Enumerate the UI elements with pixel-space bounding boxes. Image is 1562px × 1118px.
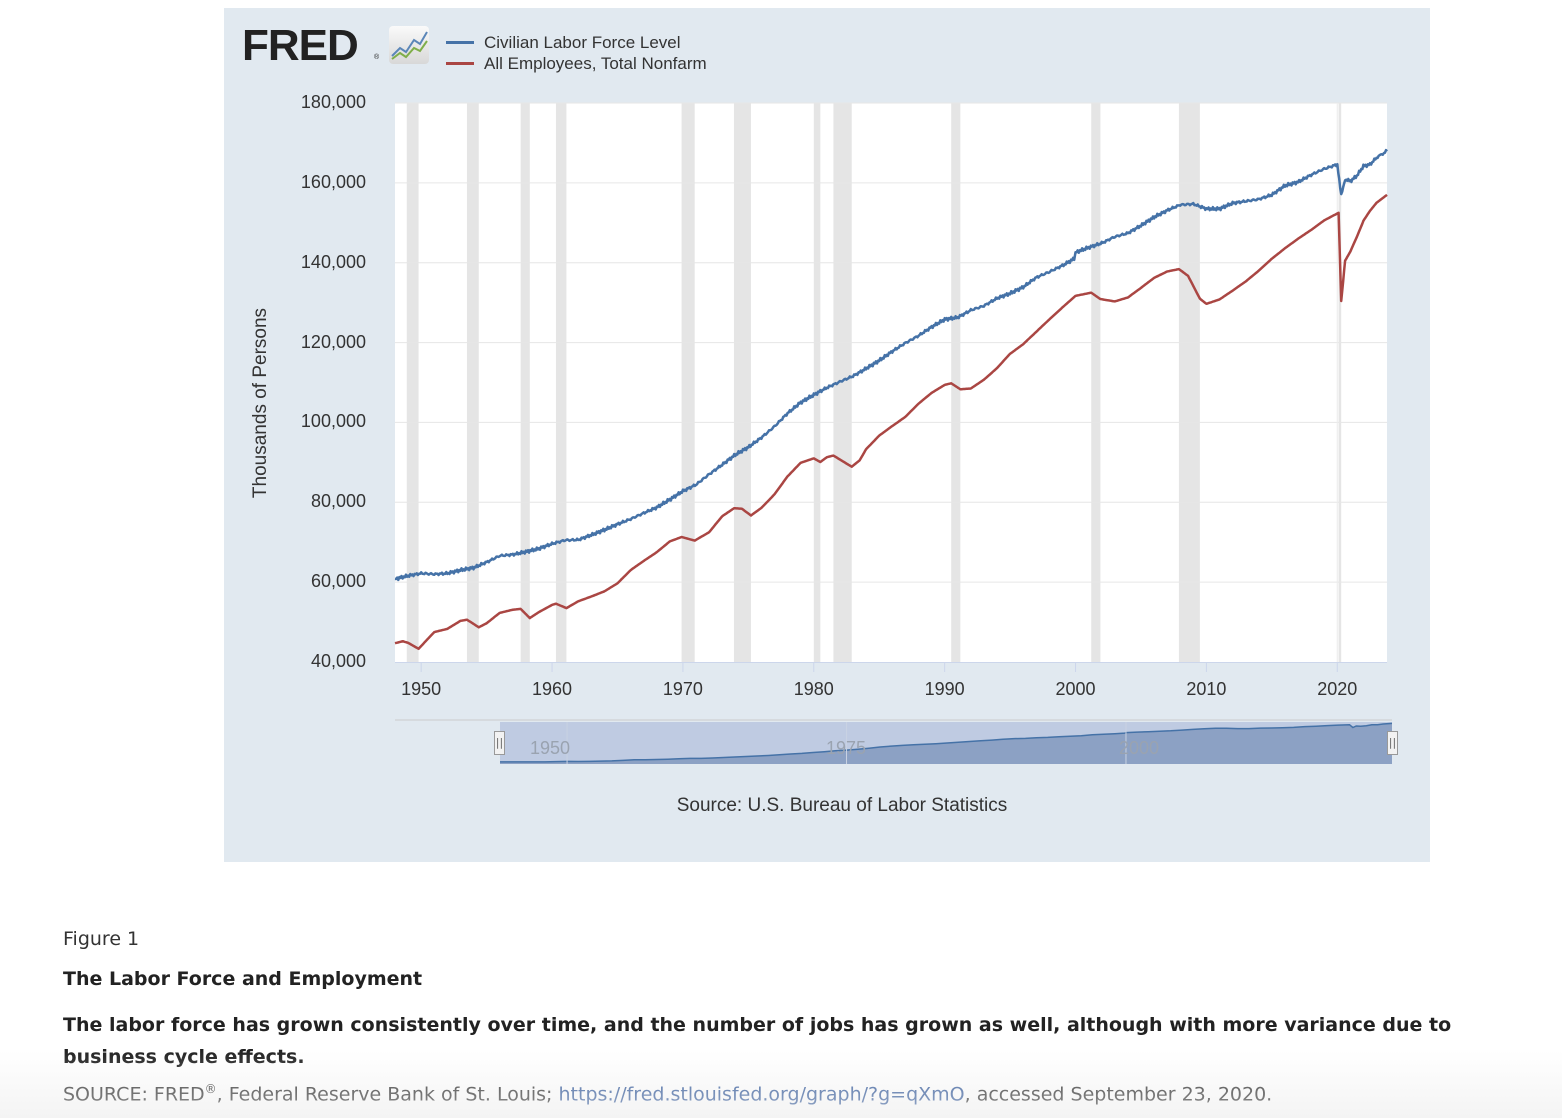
navigator-grid xyxy=(566,722,1127,764)
series-line-nonfarm-employment xyxy=(394,193,1388,651)
navigator-label: 2000 xyxy=(1119,738,1160,758)
x-tick-label: 2020 xyxy=(1317,679,1358,699)
plot-background xyxy=(395,103,1387,662)
recession-bands xyxy=(406,103,1342,662)
legend-swatch-blue xyxy=(446,41,474,44)
recession-band xyxy=(466,103,479,662)
y-tick-label: 180,000 xyxy=(300,92,366,112)
y-tick-label: 80,000 xyxy=(310,491,366,512)
source-prefix: SOURCE: FRED xyxy=(63,1083,205,1106)
legend-label: Civilian Labor Force Level xyxy=(484,32,681,52)
figure-source: SOURCE: FRED®, Federal Reserve Bank of S… xyxy=(63,1082,1272,1105)
registered-mark: ® xyxy=(204,1082,217,1096)
y-tick-label: 160,000 xyxy=(300,171,366,192)
recession-band xyxy=(406,103,419,662)
recession-band xyxy=(813,103,821,662)
navigator-left-handle[interactable]: || xyxy=(494,731,505,755)
chart-source: Source: U.S. Bureau of Labor Statistics xyxy=(676,795,1008,816)
chart-panel: FRED ® Civilian Labor Force Level All Em… xyxy=(224,8,1430,862)
recession-band xyxy=(951,103,961,662)
x-tick-label: 1950 xyxy=(401,679,442,699)
legend-item-nonfarm[interactable]: All Employees, Total Nonfarm xyxy=(446,53,707,74)
grip-icon: || xyxy=(495,736,504,749)
navigator-line xyxy=(499,722,1393,763)
legend-item-labor-force[interactable]: Civilian Labor Force Level xyxy=(446,32,707,53)
x-tick-label: 1990 xyxy=(924,679,965,699)
series-line-labor-force xyxy=(394,148,1388,582)
fred-logo[interactable]: FRED xyxy=(242,21,359,70)
navigator-label: 1950 xyxy=(530,738,571,758)
x-tick-label: 1980 xyxy=(793,679,834,699)
x-tick-marks xyxy=(420,662,1338,672)
grip-icon: || xyxy=(1388,736,1397,749)
y-tick-label: 60,000 xyxy=(310,571,366,592)
recession-band xyxy=(1338,103,1342,662)
series-lines xyxy=(394,148,1388,651)
recession-band xyxy=(1091,103,1101,662)
legend-swatch-red xyxy=(446,62,474,65)
x-tick-label: 1960 xyxy=(532,679,573,699)
registered-mark: ® xyxy=(374,54,380,61)
legend-label: All Employees, Total Nonfarm xyxy=(484,53,707,73)
recession-band xyxy=(733,103,751,662)
figure-title: The Labor Force and Employment xyxy=(63,968,423,990)
recession-band xyxy=(1178,103,1200,662)
source-mid: , Federal Reserve Bank of St. Louis; xyxy=(216,1083,559,1106)
chart-svg[interactable] xyxy=(224,8,1430,862)
recession-band xyxy=(555,103,567,662)
gridlines xyxy=(395,102,1387,662)
fred-chart-icon xyxy=(389,26,429,64)
source-suffix: , accessed September 23, 2020. xyxy=(964,1083,1273,1106)
x-tick-label: 2010 xyxy=(1186,679,1227,699)
recession-band xyxy=(520,103,530,662)
y-tick-label: 100,000 xyxy=(300,411,366,432)
figure-description: The labor force has grown consistently o… xyxy=(63,1014,1452,1068)
x-tick-label: 1970 xyxy=(662,679,703,699)
chart-legend: Civilian Labor Force Level All Employees… xyxy=(446,32,707,74)
x-tick-label: 2000 xyxy=(1055,679,1096,699)
y-tick-label: 120,000 xyxy=(300,331,366,352)
y-tick-label: 140,000 xyxy=(300,251,366,272)
source-link[interactable]: https://fred.stlouisfed.org/graph/?g=qXm… xyxy=(558,1083,965,1106)
navigator xyxy=(395,719,1393,764)
navigator-right-handle[interactable]: || xyxy=(1387,731,1398,755)
y-tick-label: 40,000 xyxy=(310,651,366,671)
navigator-label: 1975 xyxy=(826,738,867,758)
recession-band xyxy=(681,103,695,662)
figure-label: Figure 1 xyxy=(63,928,140,950)
